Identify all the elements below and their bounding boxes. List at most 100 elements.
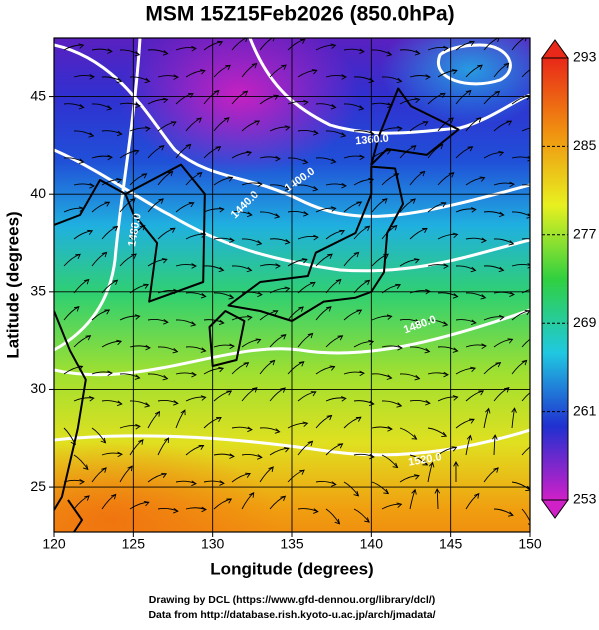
streamline xyxy=(427,461,435,483)
streamline xyxy=(297,184,319,192)
streamline xyxy=(119,253,137,267)
streamline xyxy=(231,90,249,105)
streamline xyxy=(119,314,141,321)
streamline xyxy=(287,306,304,321)
streamline xyxy=(231,265,253,273)
streamline xyxy=(343,48,365,55)
streamline xyxy=(63,103,85,110)
y-tick-label: 35 xyxy=(30,283,46,299)
streamline xyxy=(343,309,363,321)
streamline xyxy=(63,253,81,267)
streamline xyxy=(119,149,140,159)
streamline xyxy=(287,469,305,483)
streamline xyxy=(91,251,108,267)
streamline xyxy=(465,64,483,78)
streamline xyxy=(325,182,347,189)
streamline xyxy=(147,410,161,429)
streamline xyxy=(231,315,253,321)
streamline xyxy=(175,143,192,159)
streamline xyxy=(73,495,90,510)
streamline xyxy=(315,43,337,51)
y-tick-label: 45 xyxy=(30,87,46,103)
streamline xyxy=(427,427,448,437)
streamline xyxy=(63,43,85,51)
streamline xyxy=(521,184,530,186)
streamline xyxy=(147,472,168,483)
streamline xyxy=(325,508,341,525)
streamline xyxy=(511,38,527,51)
streamline xyxy=(493,181,515,188)
streamline xyxy=(119,373,141,380)
streamline xyxy=(409,74,431,80)
streamline xyxy=(147,258,168,267)
streamline xyxy=(259,155,281,162)
streamline xyxy=(297,440,314,456)
streamline xyxy=(259,211,281,219)
streamline xyxy=(231,362,250,375)
streamline xyxy=(381,400,403,408)
streamline xyxy=(185,172,203,186)
colorbar: 253 261 269 277 285 293 xyxy=(541,39,597,519)
streamline xyxy=(119,423,141,430)
plot-frame xyxy=(53,37,531,533)
contour-line xyxy=(248,38,530,135)
streamline xyxy=(91,201,111,213)
streamline xyxy=(353,508,370,523)
streamline xyxy=(483,150,505,159)
credit: Data from http://database.rish.kyoto-u.a… xyxy=(148,609,435,621)
streamline xyxy=(483,467,499,483)
streamline xyxy=(483,362,502,375)
streamline xyxy=(269,125,291,132)
streamline xyxy=(185,69,206,78)
contour-label: 1480.0 xyxy=(126,212,144,247)
china-coast xyxy=(54,179,126,226)
streamline xyxy=(371,426,393,432)
streamline xyxy=(203,480,225,486)
streamline xyxy=(325,130,347,138)
streamline xyxy=(73,229,94,240)
streamline xyxy=(399,198,416,213)
colorbar-body xyxy=(541,57,569,501)
streamline xyxy=(483,38,500,51)
colorbar-tick-label: 277 xyxy=(573,226,597,242)
streamline xyxy=(465,390,485,402)
honshu xyxy=(227,165,404,322)
streamline xyxy=(287,211,309,217)
streamline xyxy=(73,395,95,402)
streamline xyxy=(427,45,449,52)
streamline xyxy=(91,103,113,111)
streamline xyxy=(455,265,477,273)
streamline xyxy=(315,103,337,110)
warm-area xyxy=(54,440,280,532)
x-tick-label: 120 xyxy=(42,536,66,552)
streamline xyxy=(213,390,233,402)
colorbar-tick-label: 253 xyxy=(573,491,597,507)
x-tick-label: 135 xyxy=(280,536,304,552)
streamline xyxy=(381,126,403,132)
kyushu xyxy=(208,310,246,367)
cold-area xyxy=(120,38,360,175)
streamline xyxy=(259,263,281,269)
streamline xyxy=(213,343,235,350)
streamline xyxy=(381,502,403,510)
streamline xyxy=(325,74,347,80)
streamline xyxy=(427,263,449,269)
streamline xyxy=(287,99,309,106)
streamline xyxy=(409,454,429,466)
streamline xyxy=(157,74,179,80)
streamline xyxy=(455,418,475,429)
streamline xyxy=(213,64,231,78)
streamline xyxy=(213,176,234,186)
streamline xyxy=(325,443,344,456)
streamline xyxy=(175,202,195,213)
streamline xyxy=(493,508,514,517)
streamline xyxy=(147,49,169,56)
streamline xyxy=(101,451,123,458)
streamline xyxy=(259,427,281,434)
streamline xyxy=(399,373,421,381)
streamline xyxy=(399,319,421,325)
streamline xyxy=(437,346,459,353)
streamline xyxy=(73,74,95,80)
streamline xyxy=(315,253,333,267)
